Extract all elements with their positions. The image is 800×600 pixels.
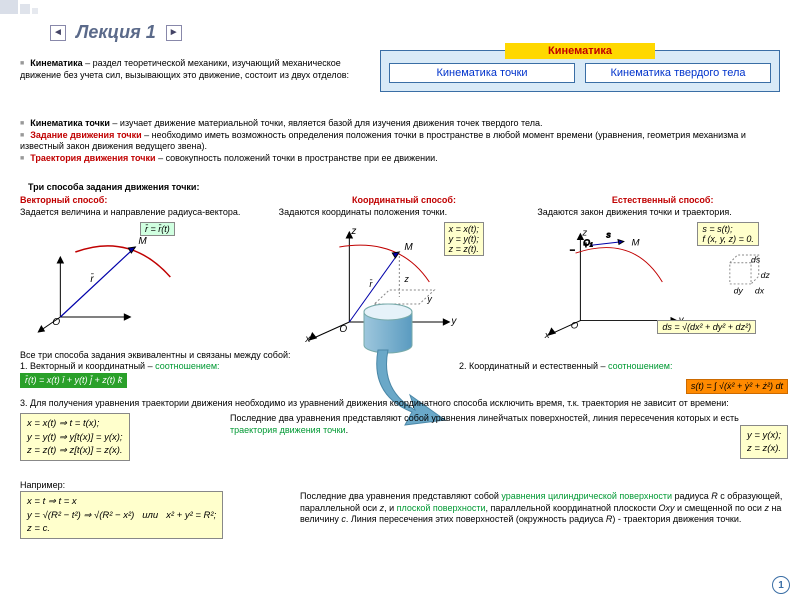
way1-sub: Задается величина и направление радиуса-… <box>20 207 271 217</box>
svg-text:−: − <box>570 245 575 255</box>
svg-text:r̄: r̄ <box>90 272 94 285</box>
eq-rel1: r̄(t) = x(t) ī + y(t) j̄ + z(t) k̄ <box>20 373 127 388</box>
way2-sub: Задаются координаты положения точки. <box>279 207 530 217</box>
svg-text:z: z <box>403 274 409 284</box>
eq-rel2: s(t) = ∫ √(ẋ² + ẏ² + ż²) dt <box>686 379 788 394</box>
fig-vector: O M r̄ r̄ = r̄(t) <box>20 222 271 342</box>
trajectory-section: 3. Для получения уравнения траектории дв… <box>20 398 788 461</box>
svg-text:z: z <box>350 226 356 237</box>
eq-example: x = t ⇒ t = x y = √(R² − t²) ⇒ √(R² − x²… <box>20 491 223 539</box>
svg-text:dz: dz <box>761 270 771 280</box>
svg-text:dy: dy <box>734 286 744 296</box>
way1-title: Векторный способ: <box>20 195 271 205</box>
eq-vector: r̄ = r̄(t) <box>140 222 175 236</box>
svg-text:O₁: O₁ <box>584 237 594 247</box>
svg-text:x: x <box>304 334 311 342</box>
kinematics-cell-body: Кинематика твердого тела <box>585 63 771 83</box>
svg-text:O: O <box>571 320 579 331</box>
fig-natural: s + − O₁ z y x O M ds dz dx dy s = s(t);… <box>537 222 788 342</box>
kinematics-title: Кинематика <box>505 43 655 59</box>
svg-text:r̄: r̄ <box>369 279 373 289</box>
three-ways-title: Три способа задания движения точки: <box>28 182 199 192</box>
way3-sub: Задаются закон движения точки и траектор… <box>537 207 788 217</box>
svg-text:M: M <box>138 236 147 247</box>
way3-title: Естественный способ: <box>537 195 788 205</box>
eq-traj-yz: y = y(x); z = z(x). <box>740 425 788 460</box>
intro-text: Кинематика – раздел теоретической механи… <box>20 58 360 81</box>
way2-title: Координатный способ: <box>279 195 530 205</box>
svg-text:O: O <box>52 317 60 328</box>
page-number: 1 <box>772 576 790 594</box>
svg-text:z: z <box>582 228 588 239</box>
eq-natural-1: s = s(t); f (x, y, z) = 0. <box>697 222 759 246</box>
example-section: Например: x = t ⇒ t = x y = √(R² − t²) ⇒… <box>20 480 788 539</box>
eq-natural-2: ds = √(dx² + dy² + dz²) <box>657 320 756 334</box>
relations: Все три способа задания эквивалентны и с… <box>20 350 788 394</box>
ways-header: Векторный способ: Задается величина и на… <box>20 195 788 217</box>
nav-prev-icon[interactable]: ◄ <box>50 25 66 41</box>
svg-text:M: M <box>404 242 413 253</box>
lecture-title: Лекция 1 <box>76 22 156 43</box>
svg-text:ds: ds <box>751 255 761 265</box>
svg-text:M: M <box>632 237 641 248</box>
definitions: Кинематика точки – изучает движение мате… <box>20 118 788 165</box>
svg-text:s: s <box>607 230 612 240</box>
corner-decoration <box>0 0 38 14</box>
eq-coord: x = x(t); y = y(t); z = z(t). <box>444 222 484 256</box>
svg-text:y: y <box>450 316 457 327</box>
kinematics-diagram: Кинематика Кинематика точки Кинематика т… <box>380 50 780 92</box>
nav-next-icon[interactable]: ► <box>166 25 182 41</box>
svg-text:O: O <box>339 324 347 335</box>
header: ◄ Лекция 1 ► <box>50 22 182 43</box>
svg-text:dx: dx <box>755 286 765 296</box>
eq-traj: x = x(t) ⇒ t = t(x); y = y(t) ⇒ y[t(x)] … <box>20 413 130 461</box>
kinematics-cell-point: Кинематика точки <box>389 63 575 83</box>
